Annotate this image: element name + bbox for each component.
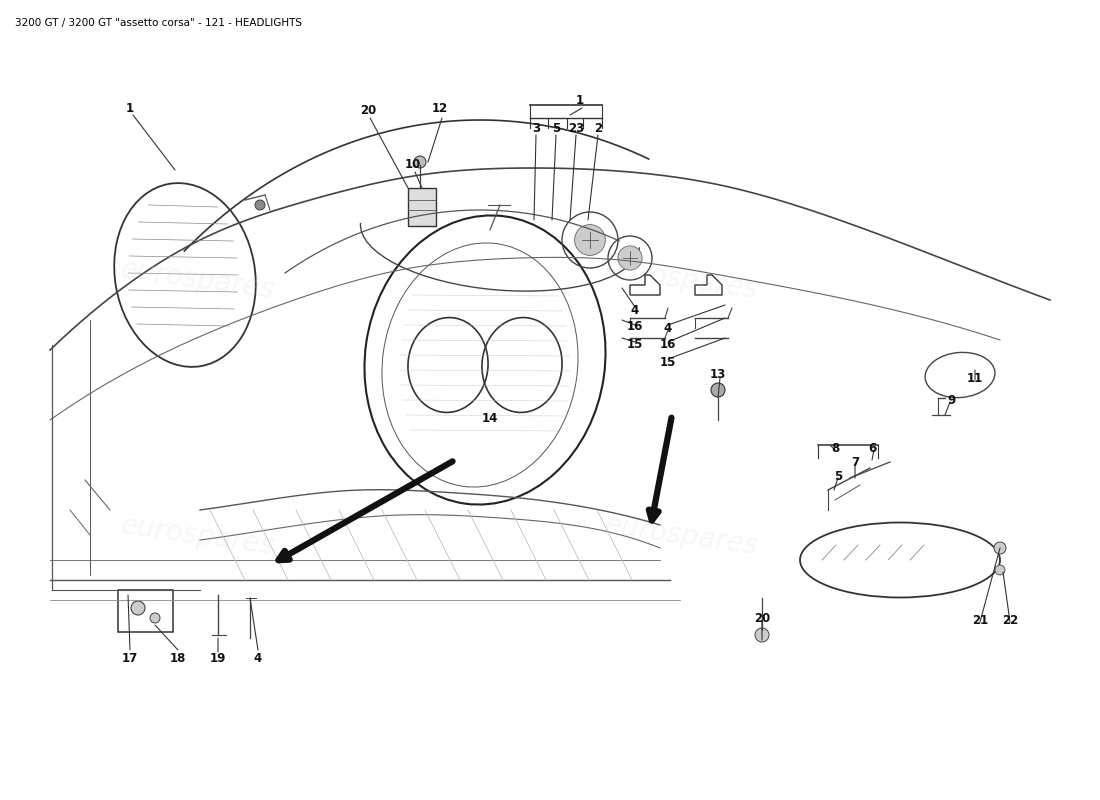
Circle shape <box>150 613 160 623</box>
Text: 15: 15 <box>660 355 676 369</box>
Text: 20: 20 <box>360 103 376 117</box>
Circle shape <box>711 383 725 397</box>
Text: 12: 12 <box>432 102 448 114</box>
Text: 21: 21 <box>972 614 988 626</box>
Text: eurospares: eurospares <box>603 511 761 561</box>
Circle shape <box>618 246 642 270</box>
Text: 17: 17 <box>122 651 139 665</box>
Text: 3: 3 <box>532 122 540 134</box>
Text: 16: 16 <box>660 338 676 351</box>
Circle shape <box>414 156 426 168</box>
FancyBboxPatch shape <box>408 188 436 226</box>
Text: 11: 11 <box>967 371 983 385</box>
Circle shape <box>255 200 265 210</box>
Text: 1: 1 <box>576 94 584 106</box>
Text: 10: 10 <box>405 158 421 171</box>
Text: 4: 4 <box>631 303 639 317</box>
Text: eurospares: eurospares <box>119 255 277 305</box>
Text: eurospares: eurospares <box>603 255 761 305</box>
Circle shape <box>994 542 1006 554</box>
Circle shape <box>131 601 145 615</box>
Text: 20: 20 <box>754 611 770 625</box>
Text: 7: 7 <box>851 455 859 469</box>
Text: 9: 9 <box>948 394 956 406</box>
Text: 6: 6 <box>868 442 876 454</box>
Text: 14: 14 <box>482 411 498 425</box>
Text: eurospares: eurospares <box>119 511 277 561</box>
Text: 22: 22 <box>1002 614 1019 626</box>
Text: 5: 5 <box>552 122 560 134</box>
Text: 13: 13 <box>710 369 726 382</box>
Circle shape <box>574 225 605 255</box>
Text: 23: 23 <box>568 122 584 134</box>
Text: 8: 8 <box>830 442 839 454</box>
Text: 3200 GT / 3200 GT "assetto corsa" - 121 - HEADLIGHTS: 3200 GT / 3200 GT "assetto corsa" - 121 … <box>15 18 302 28</box>
Text: 5: 5 <box>834 470 843 482</box>
Text: 16: 16 <box>627 321 644 334</box>
Text: 1: 1 <box>125 102 134 114</box>
Text: 18: 18 <box>169 651 186 665</box>
Circle shape <box>755 628 769 642</box>
Text: 2: 2 <box>594 122 602 134</box>
Circle shape <box>996 565 1005 575</box>
Text: 4: 4 <box>254 651 262 665</box>
Text: 15: 15 <box>627 338 644 350</box>
Text: 4: 4 <box>664 322 672 334</box>
Text: 19: 19 <box>210 651 227 665</box>
